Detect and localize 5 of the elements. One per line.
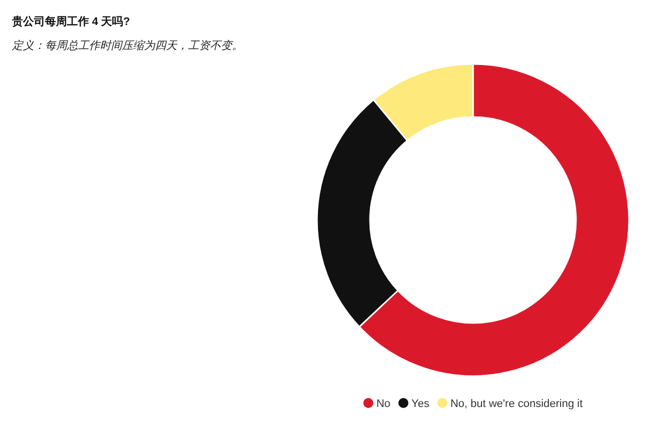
subtitle: 定义：每周总工作时间压缩为四天，工资不变。 xyxy=(12,40,243,52)
legend-label: Yes xyxy=(411,398,430,410)
title: 贵公司每周工作 4 天吗? xyxy=(12,16,130,28)
legend-label: No, but we're considering it xyxy=(450,398,583,410)
legend-label: No xyxy=(376,398,390,410)
